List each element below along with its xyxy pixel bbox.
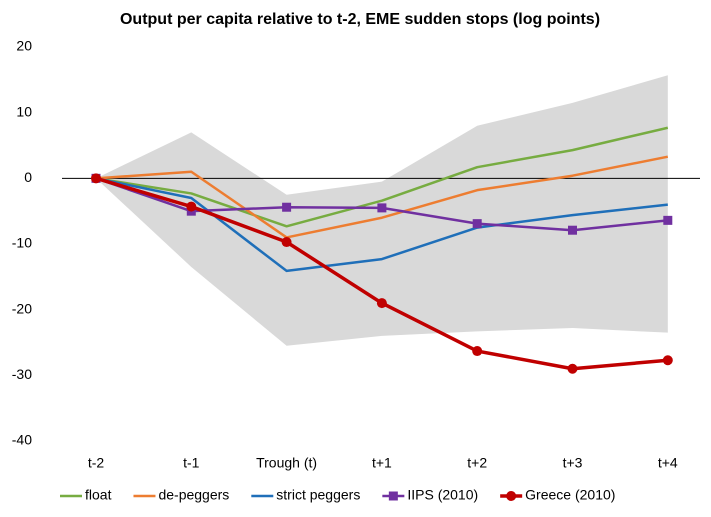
point — [663, 215, 673, 225]
x-tick-label: Trough (t) — [256, 455, 317, 471]
legend-marker — [388, 491, 398, 501]
x-tick-label: t+1 — [372, 455, 392, 471]
y-tick-label: -30 — [12, 366, 32, 382]
series-line — [95, 155, 669, 239]
point — [91, 173, 101, 184]
x-tick-label: t+4 — [658, 455, 678, 471]
point — [377, 203, 387, 213]
point — [186, 201, 197, 212]
point — [472, 219, 482, 229]
y-tick-label: 0 — [24, 169, 32, 185]
x-tick-label: t+2 — [467, 455, 487, 471]
series-line — [95, 177, 668, 273]
y-tick-label: -40 — [12, 432, 32, 448]
legend-label: IIPS (2010) — [407, 487, 478, 503]
y-tick-label: -10 — [12, 235, 32, 251]
point — [662, 355, 673, 366]
legend-label: float — [85, 487, 112, 503]
legend-label: strict peggers — [276, 487, 360, 503]
point — [376, 298, 387, 309]
y-tick-label: 20 — [16, 38, 32, 54]
legend-marker — [506, 491, 517, 501]
point — [281, 237, 292, 248]
y-tick-label: 10 — [16, 103, 32, 119]
point — [567, 363, 578, 374]
point — [282, 202, 292, 212]
series-line — [95, 126, 669, 228]
chart-title: Output per capita relative to t-2, EME s… — [120, 11, 600, 28]
legend-label: Greece (2010) — [525, 487, 615, 503]
legend-label: de-peggers — [158, 487, 229, 503]
point — [568, 225, 577, 235]
x-tick-label: t+3 — [563, 455, 583, 471]
x-tick-label: t-2 — [88, 455, 105, 471]
point — [472, 346, 483, 357]
x-tick-label: t-1 — [183, 455, 200, 471]
y-tick-label: -20 — [12, 300, 32, 316]
legend: float de-peggers strict peggers IIPS (2010)… — [60, 487, 615, 503]
